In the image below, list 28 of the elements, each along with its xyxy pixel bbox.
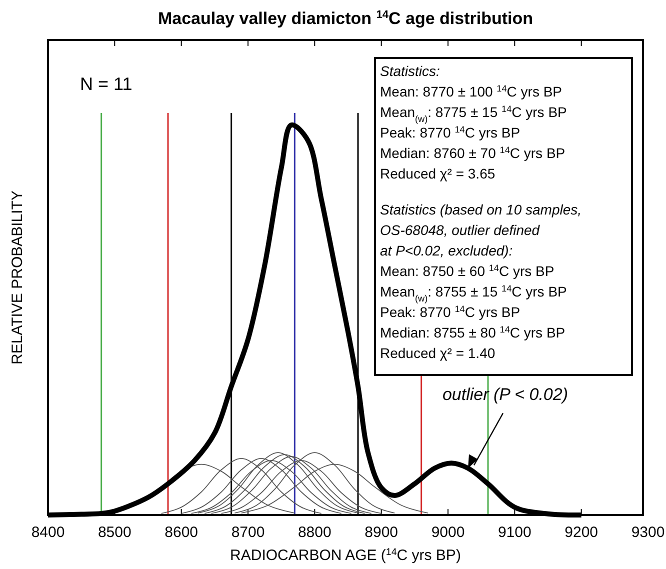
x-tick-label: 9200: [564, 524, 598, 541]
text: Mean$_{(w)}$: 8775 ± 15 $^{14}$C yrs BP: [380, 104, 567, 124]
annotation: Peak: 8770 $^{14}$C yrs BP: [380, 304, 520, 320]
annotation: Reduced χ² = 1.40: [380, 344, 496, 361]
x-tick-label: 8900: [364, 524, 398, 541]
x-tick-label: 9300: [631, 524, 665, 541]
y-axis-title: RELATIVE PROBABILITY: [9, 190, 26, 364]
x-tick-label: 8400: [31, 524, 65, 541]
x-tick-label: 8800: [298, 524, 332, 541]
annotation: at P<0.02, excluded):: [380, 242, 513, 258]
x-tick-label: 8700: [231, 524, 265, 541]
x-tick-label: 8600: [164, 524, 198, 541]
x-tick-label: 9000: [431, 524, 465, 541]
annotation: Median: 8760 ± 70 $^{14}$C yrs BP: [380, 145, 566, 161]
annotation: Mean$_{(w)}$: 8755 ± 15 $^{14}$C yrs BP: [380, 283, 567, 304]
x-tick-label: 9100: [498, 524, 532, 541]
chart-title: Macaulay valley diamicton $^{14}$C age distribution: [158, 9, 534, 28]
annotation: Reduced χ² = 3.65: [380, 166, 496, 182]
text: Statistics:: [380, 63, 440, 79]
x-tick-label: 8500: [98, 524, 132, 541]
annotation: Median: 8755 ± 80 $^{14}$C yrs BP: [380, 324, 566, 340]
text: Mean: 8770 ± 100 $^{14}$C yrs BP: [380, 84, 562, 100]
text: N = 11: [80, 74, 132, 94]
annotation: Peak: 8770 $^{14}$C yrs BP: [380, 124, 520, 140]
annotation: Statistics (based on 10 samples,: [380, 201, 582, 218]
annotation: OS-68048, outlier defined: [380, 222, 541, 238]
x-axis-title: RADIOCARBON AGE ($^{14}$C yrs BP): [230, 546, 461, 564]
annotation: Mean: 8750 ± 60 $^{14}$C yrs BP: [380, 262, 554, 279]
